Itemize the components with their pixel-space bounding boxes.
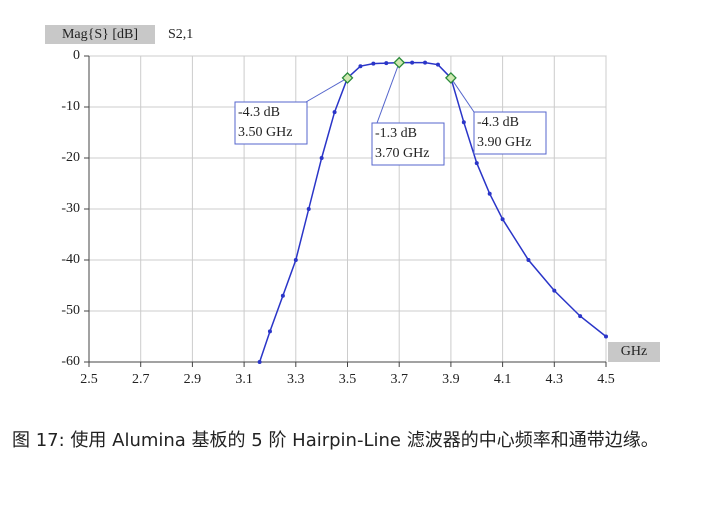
x-tick-label: 3.3 bbox=[287, 372, 305, 387]
marker bbox=[444, 72, 457, 84]
data-point bbox=[552, 288, 557, 293]
annotation-text: 3.90 GHz bbox=[477, 135, 531, 150]
y-tick-label: -60 bbox=[61, 354, 80, 369]
data-point bbox=[500, 217, 505, 222]
data-point bbox=[358, 64, 363, 69]
data-point bbox=[280, 293, 285, 298]
data-point bbox=[487, 191, 492, 196]
data-point bbox=[578, 314, 583, 319]
x-axis-label: GHz bbox=[621, 344, 647, 359]
annotation-text: 3.50 GHz bbox=[238, 125, 292, 140]
series-line bbox=[258, 61, 607, 363]
annotation-text: -4.3 dB bbox=[477, 115, 519, 130]
x-tick-label: 4.5 bbox=[597, 372, 615, 387]
caption: 图 17: 使用 Alumina 基板的 5 阶 Hairpin-Line 滤波… bbox=[12, 430, 659, 451]
data-point bbox=[371, 61, 376, 66]
x-tick-label: 2.9 bbox=[184, 372, 202, 387]
y-tick-label: 0 bbox=[73, 48, 80, 63]
annotation-leader bbox=[376, 62, 400, 124]
annotation-text: -1.3 dB bbox=[375, 126, 417, 141]
annotation-box bbox=[473, 111, 547, 155]
data-point bbox=[319, 156, 324, 160]
data-point bbox=[410, 60, 415, 65]
data-point bbox=[257, 360, 262, 364]
y-tick-label: -20 bbox=[61, 150, 80, 165]
series-label: S2,1 bbox=[168, 27, 193, 42]
chart: Mag{S} [dB] S2,1 GHz 0 -10 -20 -30 -40 -50 -60… bbox=[45, 25, 660, 387]
y-axis-label: Mag{S} [dB] bbox=[62, 27, 138, 42]
y-tick-label: -40 bbox=[61, 252, 80, 267]
marker bbox=[341, 72, 354, 84]
annotation-box bbox=[234, 101, 308, 145]
data-point bbox=[267, 329, 272, 334]
data-point bbox=[423, 60, 428, 65]
data-point bbox=[604, 334, 608, 339]
x-label-box bbox=[608, 342, 660, 362]
x-tick-label: 4.1 bbox=[494, 372, 512, 387]
data-point bbox=[384, 61, 389, 66]
y-tick-label: -10 bbox=[61, 99, 80, 114]
x-tick-label: 3.9 bbox=[442, 372, 460, 387]
x-tick-label: 3.7 bbox=[390, 372, 408, 387]
annotation-leader bbox=[450, 77, 475, 113]
y-tick-label: -50 bbox=[61, 303, 80, 318]
data-point bbox=[526, 258, 531, 262]
y-tick-label: -30 bbox=[61, 201, 80, 216]
x-tick-label: 3.1 bbox=[235, 372, 253, 387]
data-point bbox=[435, 62, 440, 67]
data-point bbox=[461, 120, 466, 125]
x-tick-label: 2.7 bbox=[132, 372, 150, 387]
y-label-box bbox=[45, 25, 155, 44]
x-tick-label: 3.5 bbox=[339, 372, 357, 387]
data-point bbox=[332, 110, 337, 115]
annotation-box bbox=[371, 122, 445, 166]
x-tick-label: 4.3 bbox=[546, 372, 564, 387]
data-point bbox=[293, 258, 298, 262]
annotation-text: -4.3 dB bbox=[238, 105, 280, 120]
data-point bbox=[474, 161, 479, 166]
marker bbox=[393, 56, 406, 69]
annotation-text: 3.70 GHz bbox=[375, 146, 429, 161]
annotation-leader bbox=[305, 77, 348, 103]
data-point bbox=[306, 207, 311, 211]
x-tick-label: 2.5 bbox=[80, 372, 98, 387]
